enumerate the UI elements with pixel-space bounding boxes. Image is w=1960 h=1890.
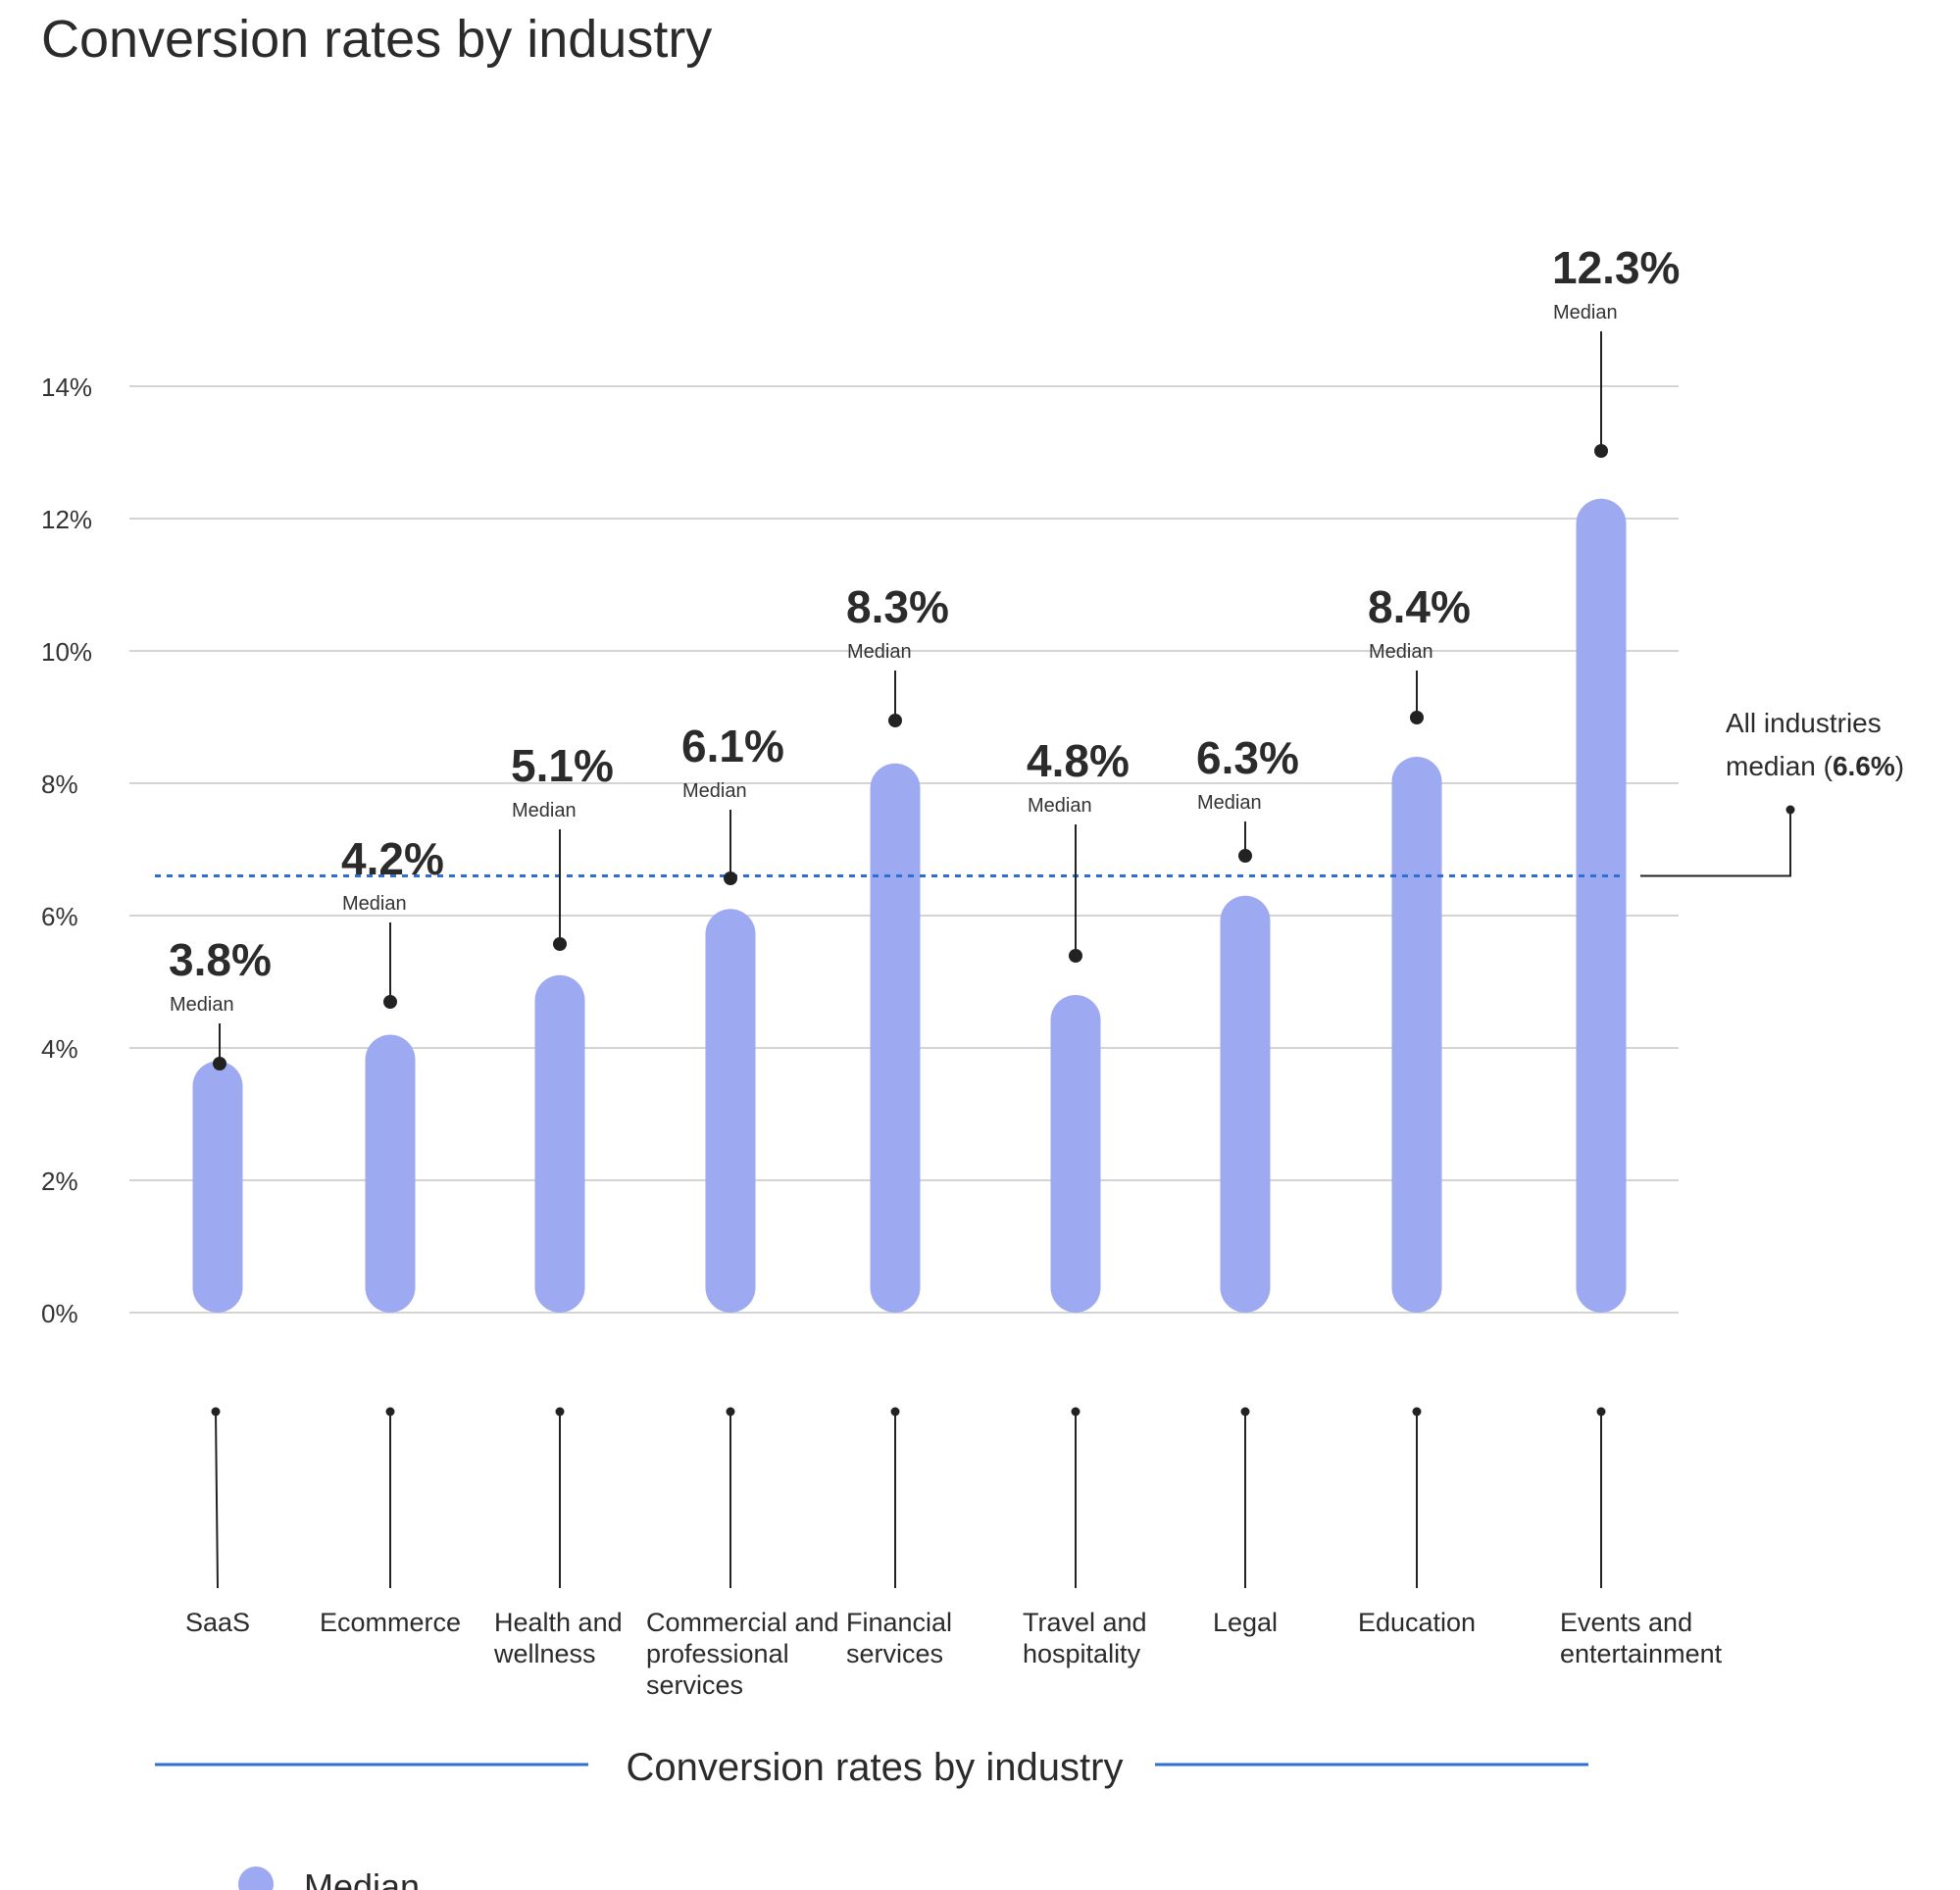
median-sublabel: Median xyxy=(682,780,747,802)
bar xyxy=(534,974,585,1313)
callout-dot xyxy=(1069,949,1082,963)
category-label: Financial xyxy=(846,1608,952,1637)
category-label: SaaS xyxy=(185,1608,250,1637)
bar xyxy=(1576,498,1627,1313)
reference-label-prefix: median ( xyxy=(1726,751,1834,781)
chart-title: Conversion rates by industry xyxy=(41,10,712,69)
bar xyxy=(1050,995,1101,1313)
value-label: 4.2% xyxy=(341,833,444,884)
y-tick-label: 2% xyxy=(41,1167,78,1196)
category-label: Events and xyxy=(1560,1608,1692,1637)
callout-dot xyxy=(1238,849,1252,863)
value-label: 8.4% xyxy=(1368,581,1471,632)
callout-dot xyxy=(1410,711,1424,724)
bar xyxy=(192,1061,243,1313)
category-label: Legal xyxy=(1213,1608,1278,1637)
bar xyxy=(365,1034,416,1313)
callout-dot xyxy=(1594,444,1608,458)
median-sublabel: Median xyxy=(847,641,912,663)
category-label: Health and xyxy=(494,1608,623,1637)
category-label: services xyxy=(846,1639,943,1668)
callout-dot xyxy=(213,1057,226,1070)
category-label: entertainment xyxy=(1560,1639,1723,1668)
reference-leader-dot xyxy=(1785,805,1795,815)
median-sublabel: Median xyxy=(1197,792,1262,814)
category-label: Education xyxy=(1358,1608,1476,1637)
category-label: Ecommerce xyxy=(320,1608,461,1637)
chart-subtitle: Conversion rates by industry xyxy=(627,1746,1124,1789)
y-tick-label: 14% xyxy=(41,373,92,402)
value-label: 12.3% xyxy=(1552,242,1680,293)
median-sublabel: Median xyxy=(342,893,407,915)
y-tick-label: 4% xyxy=(41,1034,78,1064)
category-label: Travel and xyxy=(1023,1608,1147,1637)
category-label: services xyxy=(646,1670,743,1700)
category-label: professional xyxy=(646,1639,789,1668)
category-leader-line xyxy=(215,1411,219,1589)
value-label: 3.8% xyxy=(169,934,272,985)
callout-dot xyxy=(888,714,902,727)
category-label: hospitality xyxy=(1023,1639,1141,1668)
reference-label-value: 6.6% xyxy=(1833,751,1895,781)
bar xyxy=(1220,895,1271,1313)
value-label: 4.8% xyxy=(1027,735,1130,786)
reference-leader-line xyxy=(1640,810,1791,877)
median-sublabel: Median xyxy=(1553,302,1618,323)
bars xyxy=(192,498,1627,1313)
category-label: wellness xyxy=(493,1639,596,1668)
callout-dot xyxy=(383,995,397,1009)
value-callouts: 3.8% Median 4.2% Median 5.1% Median 6.1% Median… xyxy=(169,242,1680,1070)
reference-label-suffix: ) xyxy=(1895,751,1904,781)
value-label: 8.3% xyxy=(846,581,949,632)
median-sublabel: Median xyxy=(170,994,234,1016)
median-sublabel: Median xyxy=(1369,641,1433,663)
y-tick-label: 12% xyxy=(41,505,92,534)
bar xyxy=(870,763,921,1313)
median-sublabel: Median xyxy=(1028,795,1092,817)
y-tick-label: 0% xyxy=(41,1299,78,1328)
y-tick-label: 6% xyxy=(41,902,78,931)
category-label: Commercial and xyxy=(646,1608,839,1637)
legend-swatch xyxy=(238,1866,274,1890)
value-label: 5.1% xyxy=(511,740,614,791)
legend-label: Median xyxy=(304,1866,420,1890)
bar xyxy=(1391,757,1442,1313)
y-tick-label: 8% xyxy=(41,770,78,799)
y-axis-tick-labels: 0% 2% 4% 6% 8% 10% 12% 14% xyxy=(41,373,92,1328)
callout-dot xyxy=(724,871,737,885)
bar xyxy=(705,909,756,1313)
chart-footer: Conversion rates by industry Median xyxy=(155,1746,1588,1890)
y-tick-label: 10% xyxy=(41,637,92,667)
reference-label-line1: All industries xyxy=(1726,708,1882,738)
reference-label-line2: median (6.6%) xyxy=(1726,751,1904,781)
reference-line-group: All industries median (6.6%) xyxy=(155,708,1904,877)
callout-dot xyxy=(553,937,567,951)
median-sublabel: Median xyxy=(512,800,577,821)
value-label: 6.1% xyxy=(681,721,784,771)
value-label: 6.3% xyxy=(1196,732,1299,783)
